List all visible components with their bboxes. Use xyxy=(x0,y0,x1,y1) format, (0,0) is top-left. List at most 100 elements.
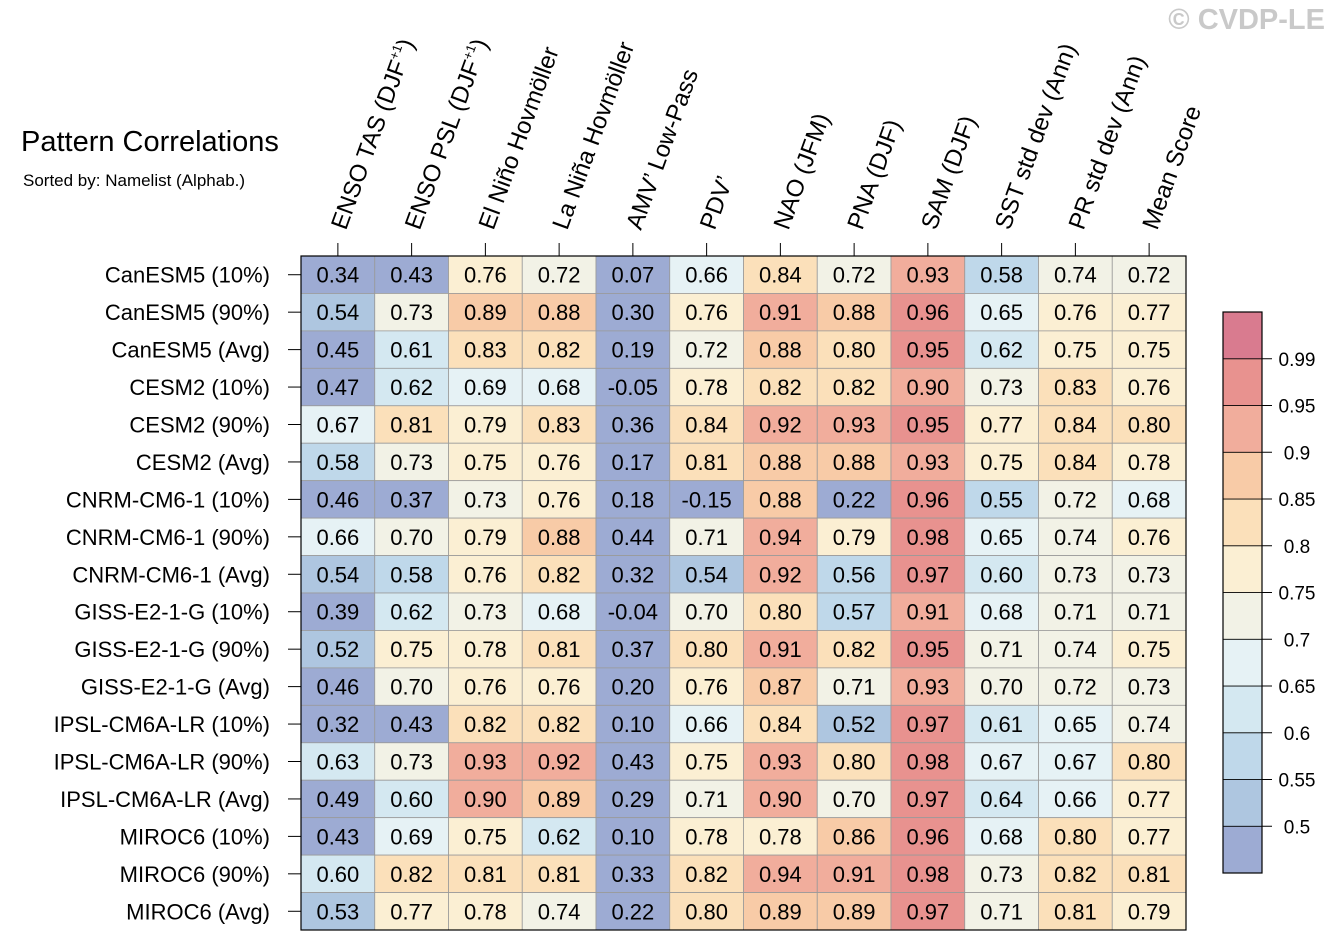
heatmap-cell xyxy=(374,742,449,781)
cell-value: 0.64 xyxy=(980,787,1023,812)
heatmap-cell xyxy=(1038,817,1113,856)
heatmap-cell xyxy=(743,704,818,744)
colorbar-box xyxy=(1222,358,1263,406)
cell-value: 0.77 xyxy=(1128,824,1171,849)
cell-value: 0.43 xyxy=(316,824,359,849)
heatmap-cell xyxy=(595,442,671,482)
heatmap-cell xyxy=(743,630,818,669)
column-header: La Niña Hovmöller xyxy=(547,38,640,233)
cell-value: 0.70 xyxy=(390,675,433,700)
cell-value: 0.69 xyxy=(390,824,433,849)
cell-value: 0.71 xyxy=(685,525,728,550)
heatmap-cell xyxy=(669,742,744,781)
heatmap-cell xyxy=(1111,854,1187,893)
cell-value: 0.96 xyxy=(906,824,949,849)
colorbar-label: 0.75 xyxy=(1279,584,1316,605)
heatmap-cell xyxy=(521,817,597,856)
heatmap-cell xyxy=(1111,667,1187,706)
cell-value: 0.73 xyxy=(390,450,433,475)
heatmap-cell xyxy=(669,442,744,482)
cell-value: 0.97 xyxy=(906,787,949,812)
heatmap-cell xyxy=(1038,667,1113,706)
cell-value: 0.78 xyxy=(464,637,507,662)
heatmap-cell xyxy=(816,667,892,706)
heatmap-cell xyxy=(1038,779,1113,819)
heatmap-cell xyxy=(964,779,1039,819)
cell-value: 0.69 xyxy=(464,375,507,400)
heatmap-border xyxy=(300,255,1187,931)
row-label: CESM2 (Avg) xyxy=(136,450,270,475)
heatmap-cell xyxy=(669,293,744,332)
row-label: MIROC6 (Avg) xyxy=(126,899,270,924)
heatmap-cell xyxy=(300,742,376,781)
cell-value: 0.78 xyxy=(685,375,728,400)
cell-value: 0.86 xyxy=(833,824,876,849)
heatmap-cell xyxy=(964,592,1039,631)
cell-value: 0.61 xyxy=(390,338,433,363)
cell-value: -0.04 xyxy=(608,600,658,625)
cell-value: 0.72 xyxy=(1054,675,1097,700)
cell-value: 0.82 xyxy=(833,375,876,400)
row-label: GISS-E2-1-G (90%) xyxy=(74,637,270,662)
cell-value: 0.68 xyxy=(538,600,581,625)
heatmap-cell xyxy=(669,817,744,856)
cell-value: 0.81 xyxy=(1128,862,1171,887)
heatmap-cell xyxy=(669,555,744,594)
cell-value: 0.79 xyxy=(833,525,876,550)
cell-value: 0.77 xyxy=(980,413,1023,438)
cell-value: 0.67 xyxy=(316,413,359,438)
cell-value: 0.98 xyxy=(906,525,949,550)
cell-value: 0.77 xyxy=(1128,300,1171,325)
heatmap-cell xyxy=(374,442,449,482)
heatmap-cell xyxy=(890,517,966,556)
heatmap-cell xyxy=(1111,555,1187,594)
heatmap-cell xyxy=(448,742,523,781)
heatmap-cells: 0.34 0.43 0.76 0.72 0.07 0.66 0.84 0.72 0.93 0.58… xyxy=(300,255,1187,931)
heatmap-cell xyxy=(816,817,892,856)
column-header: NAO (JFM) xyxy=(769,110,836,233)
cell-value: 0.72 xyxy=(538,263,581,288)
cell-value: 0.53 xyxy=(316,899,359,924)
cell-value: 0.83 xyxy=(464,338,507,363)
heatmap-cell xyxy=(964,330,1039,369)
heatmap-cell xyxy=(816,255,892,294)
colorbar-label: 0.95 xyxy=(1279,397,1316,418)
heatmap-cell xyxy=(448,667,523,706)
cell-value: 0.80 xyxy=(685,899,728,924)
cell-value: 0.37 xyxy=(390,487,433,512)
heatmap-cell xyxy=(595,704,671,744)
cell-value: 0.72 xyxy=(1054,487,1097,512)
colorbar-label: 0.85 xyxy=(1279,490,1316,511)
heatmap-cell xyxy=(816,630,892,669)
column-header: PR std dev (Ann) xyxy=(1064,52,1152,233)
heatmap-cell xyxy=(448,704,523,744)
cell-value: 0.67 xyxy=(1054,750,1097,775)
cell-value: 0.62 xyxy=(390,375,433,400)
cell-value: 0.29 xyxy=(611,787,654,812)
heatmap-cell xyxy=(669,704,744,744)
cell-value: 0.98 xyxy=(906,750,949,775)
row-label: CNRM-CM6-1 (90%) xyxy=(66,525,270,550)
heatmap-cell xyxy=(743,779,818,819)
heatmap-cell xyxy=(521,555,597,594)
cell-value: 0.76 xyxy=(1128,525,1171,550)
heatmap-cell xyxy=(448,330,523,369)
cell-value: 0.32 xyxy=(316,712,359,737)
cell-value: 0.90 xyxy=(464,787,507,812)
heatmap-cell xyxy=(1111,742,1187,781)
cell-value: 0.84 xyxy=(685,413,728,438)
column-header: El Niño Hovmöller xyxy=(474,43,565,233)
cell-value: 0.68 xyxy=(1128,487,1171,512)
cell-value: 0.71 xyxy=(1128,600,1171,625)
cell-value: 0.73 xyxy=(390,750,433,775)
cell-value: 0.76 xyxy=(464,263,507,288)
cell-value: 0.76 xyxy=(538,450,581,475)
cell-value: 0.97 xyxy=(906,712,949,737)
heatmap-cell xyxy=(448,592,523,631)
heatmap-cell xyxy=(374,592,449,631)
heatmap-cell xyxy=(300,405,376,444)
cell-value: 0.95 xyxy=(906,637,949,662)
heatmap-cell xyxy=(521,480,597,519)
column-header: SAM (DJF) xyxy=(916,112,982,233)
cell-value: 0.93 xyxy=(464,750,507,775)
